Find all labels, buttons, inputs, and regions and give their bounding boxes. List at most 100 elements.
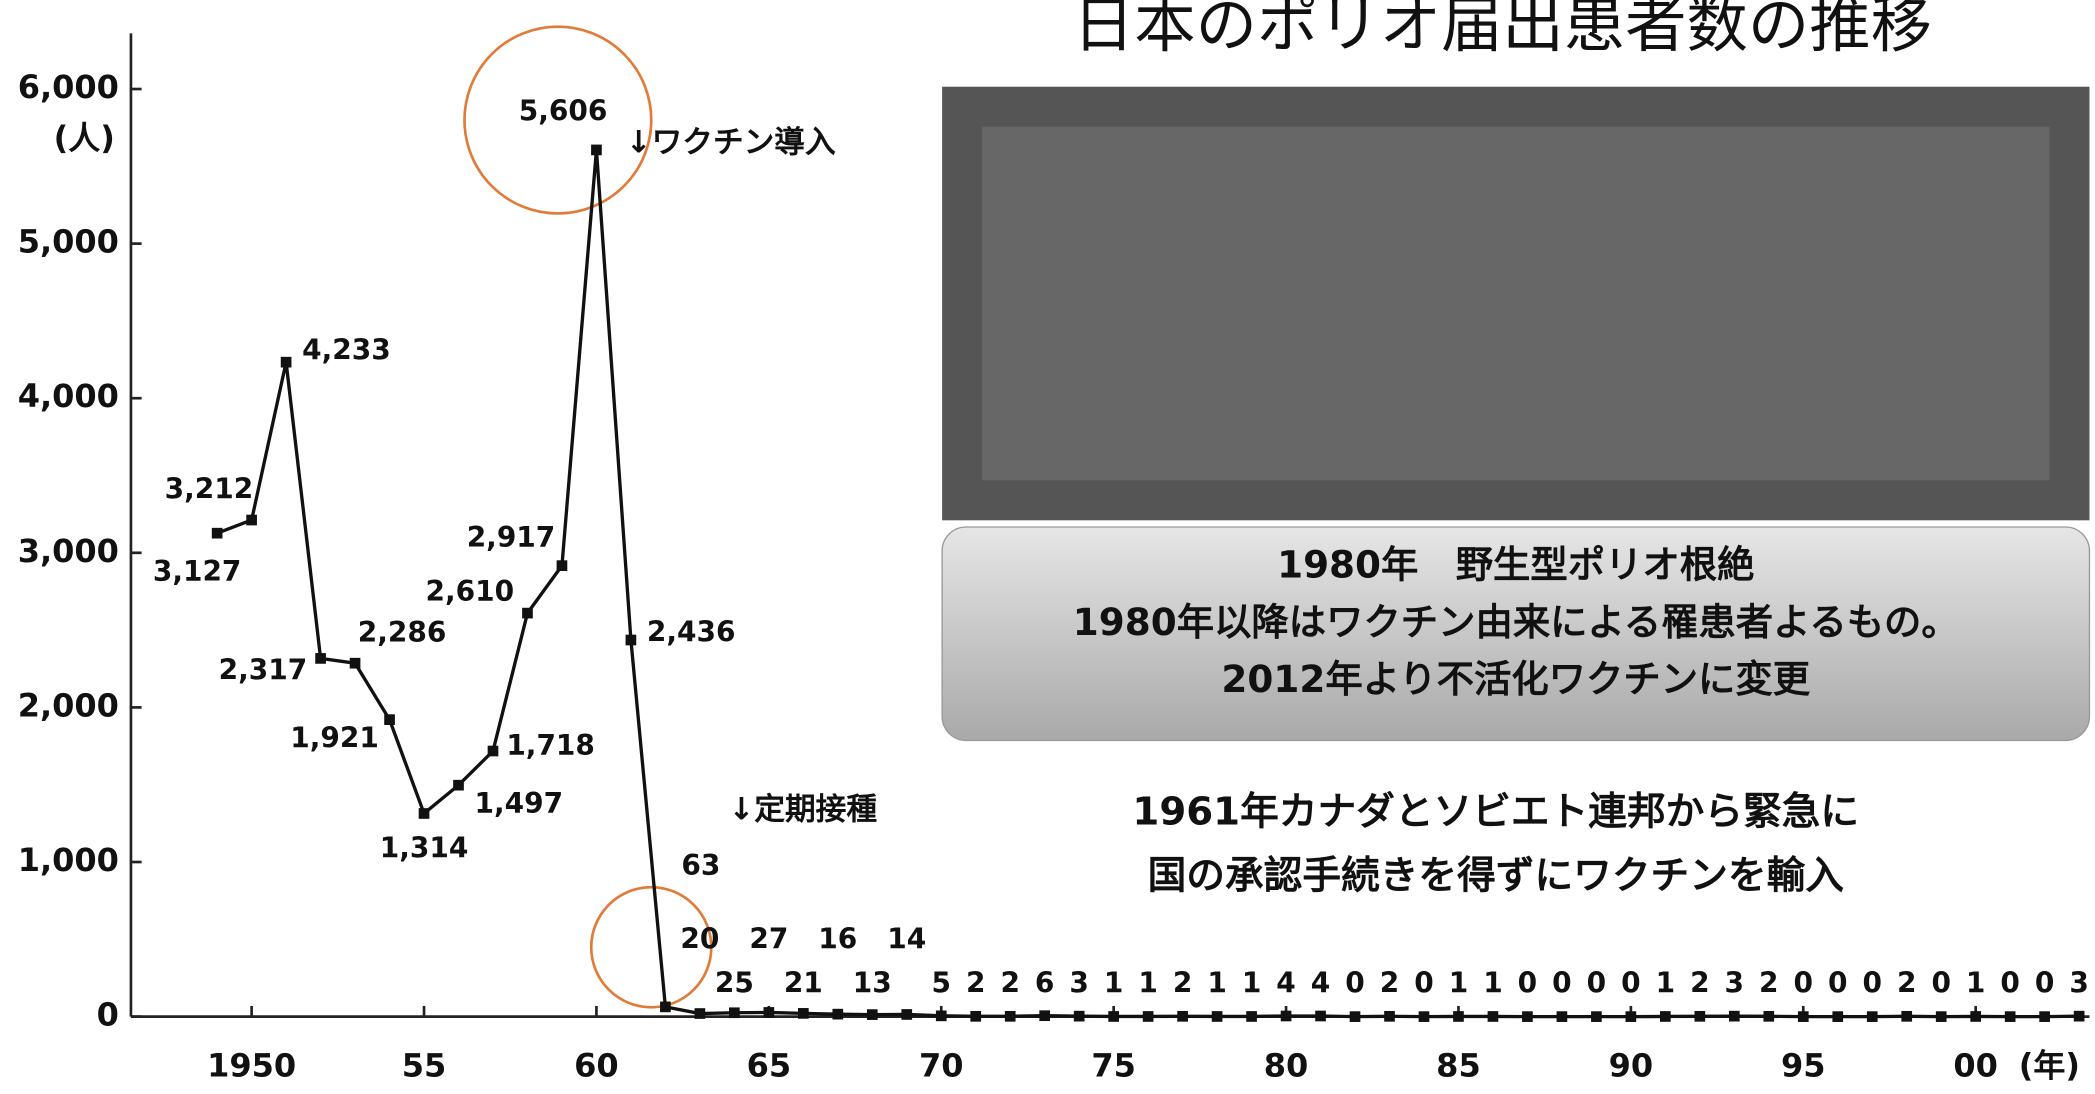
marker (798, 1008, 809, 1019)
value-label: 1 (1656, 967, 1675, 1000)
marker (1522, 1011, 1533, 1022)
marker (419, 808, 430, 819)
value-label: 4,233 (302, 334, 391, 367)
marker (901, 1009, 912, 1020)
value-label: 1 (1242, 967, 1261, 1000)
value-label: 1 (1483, 967, 1502, 1000)
value-label: 0 (1345, 967, 1364, 1000)
x-tick-label: 70 (919, 1046, 964, 1084)
x-tick-label: 85 (1436, 1046, 1481, 1084)
marker (246, 515, 257, 526)
value-label: 21 (784, 967, 823, 1000)
y-tick-label: 1,000 (18, 841, 119, 879)
marker (832, 1009, 843, 1020)
marker (1350, 1011, 1361, 1022)
value-label: 0 (1518, 967, 1537, 1000)
marker (660, 1002, 671, 1013)
x-tick-label: 80 (1264, 1046, 1309, 1084)
marker (591, 145, 602, 156)
marker (1177, 1011, 1188, 1022)
value-label: 0 (1794, 967, 1813, 1000)
value-label: 0 (2000, 967, 2019, 1000)
info-text: 2012年より不活化ワクチンに変更 (1221, 657, 1810, 701)
value-label: 4 (1311, 967, 1330, 1000)
chart-title: 日本のポリオ届出患者数の推移 (1073, 0, 1932, 61)
value-label: 1 (1207, 967, 1226, 1000)
value-label: 2,610 (426, 575, 515, 608)
x-tick-label: 00 (1953, 1046, 1998, 1084)
value-label: 2,286 (358, 616, 447, 649)
value-label: 5,606 (519, 95, 608, 128)
value-label: 2,917 (467, 521, 556, 554)
marker (1212, 1011, 1223, 1022)
value-label: 1 (1104, 967, 1123, 1000)
marker (867, 1009, 878, 1020)
marker (384, 714, 395, 725)
value-label: 1 (1966, 967, 1985, 1000)
value-label: 2,317 (219, 654, 308, 687)
x-tick-label: 75 (1091, 1046, 1136, 1084)
marker (1901, 1011, 1912, 1022)
note-text: 1961年カナダとソビエト連邦から緊急に (1132, 789, 1859, 834)
value-label: 1 (1449, 967, 1468, 1000)
marker (1729, 1011, 1740, 1022)
value-label: 3 (1725, 967, 1744, 1000)
marker (1074, 1011, 1085, 1022)
marker (1281, 1011, 1292, 1022)
annotation: ↓定期接種 (729, 793, 878, 828)
marker (1315, 1011, 1326, 1022)
y-tick-label: 5,000 (18, 223, 119, 261)
marker (1626, 1011, 1637, 1022)
value-label: 1,718 (506, 729, 595, 762)
y-tick-label: 3,000 (18, 532, 119, 570)
marker (2074, 1011, 2085, 1022)
value-label: 20 (680, 923, 719, 956)
value-label: 6 (1035, 967, 1054, 1000)
marker (1453, 1011, 1464, 1022)
value-label: 0 (2035, 967, 2054, 1000)
value-label: 2 (1000, 967, 1019, 1000)
marker (281, 357, 292, 368)
value-label: 3 (1069, 967, 1088, 1000)
annotation: ↓ワクチン導入 (626, 126, 836, 161)
x-tick-label: 90 (1609, 1046, 1654, 1084)
marker (212, 528, 223, 539)
value-label: 2 (1690, 967, 1709, 1000)
value-label: 2 (1759, 967, 1778, 1000)
value-label: 14 (887, 923, 926, 956)
y-tick-label: 0 (97, 996, 119, 1034)
value-label: 0 (1414, 967, 1433, 1000)
marker (1488, 1011, 1499, 1022)
x-tick-label: 95 (1781, 1046, 1826, 1084)
value-label: 13 (853, 967, 892, 1000)
marker (350, 658, 361, 669)
marker (1660, 1011, 1671, 1022)
marker (764, 1007, 775, 1018)
marker (936, 1011, 947, 1022)
value-label: 1,921 (290, 722, 379, 755)
marker (2039, 1011, 2050, 1022)
value-label: 0 (1587, 967, 1606, 1000)
value-label: 0 (1621, 967, 1640, 1000)
x-unit: (年) (2019, 1046, 2080, 1084)
x-tick-label: 1950 (207, 1046, 296, 1084)
value-label: 2 (1173, 967, 1192, 1000)
marker (557, 560, 568, 571)
value-label: 2 (1380, 967, 1399, 1000)
value-label: 2 (966, 967, 985, 1000)
marker (453, 780, 464, 791)
marker (1763, 1011, 1774, 1022)
marker (1694, 1011, 1705, 1022)
marker (1108, 1011, 1119, 1022)
value-label: 2 (1897, 967, 1916, 1000)
chart: 日本のポリオ届出患者数の推移 1980年 野生型ポリオ根絶 1980年以降はワク… (0, 0, 2095, 1094)
marker (1246, 1011, 1257, 1022)
photo-content (982, 127, 2049, 481)
marker (1557, 1011, 1568, 1022)
x-tick-label: 65 (747, 1046, 792, 1084)
y-tick-label: 2,000 (18, 686, 119, 724)
marker (695, 1008, 706, 1019)
value-label: 3,127 (153, 555, 242, 588)
marker (488, 746, 499, 757)
value-label: 3 (2069, 967, 2088, 1000)
